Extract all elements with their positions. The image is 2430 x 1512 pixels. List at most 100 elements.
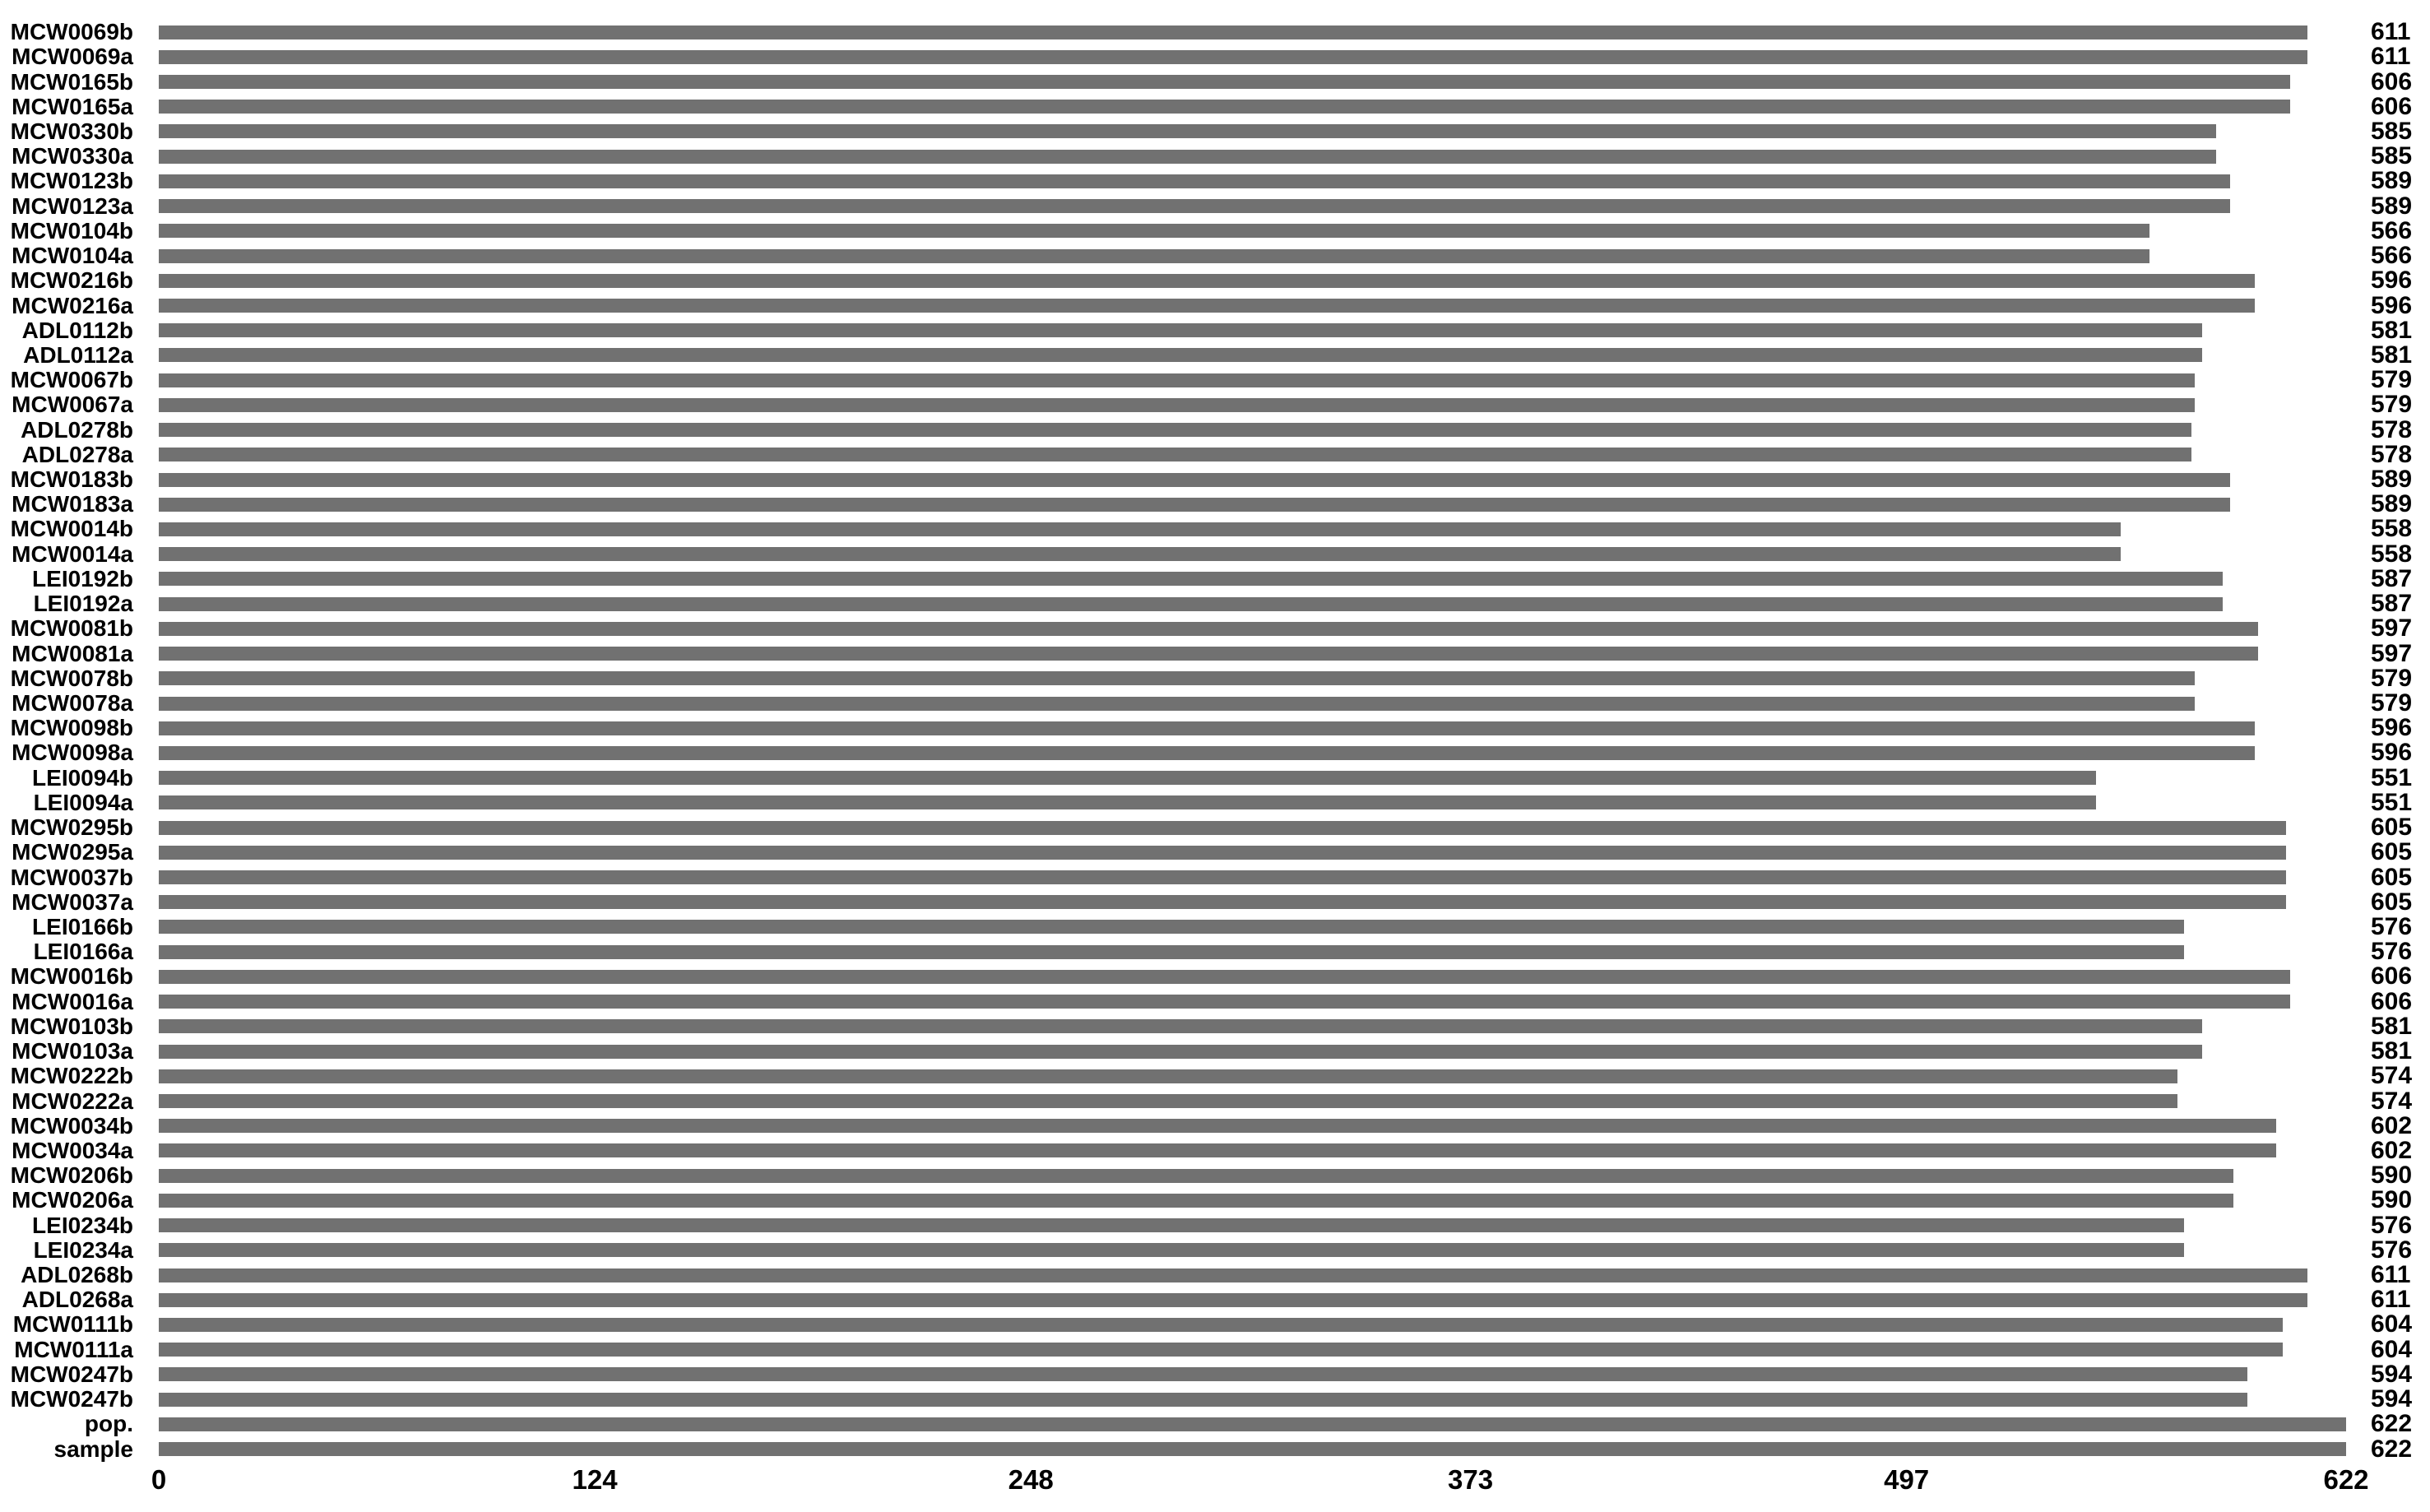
bar-track [159,1243,2346,1258]
category-label: MCW0103a [12,1038,133,1064]
bar [159,1218,2185,1233]
bar [159,199,2230,214]
chart-row: MCW0016b 606 [0,964,2430,989]
value-label: 578 [2371,440,2413,468]
category-label: MCW0037a [12,888,133,915]
chart-row: ADL0268b 611 [0,1263,2430,1287]
category-label: MCW0067b [10,367,133,393]
chart-row: MCW0069a 611 [0,44,2430,69]
bar [159,1417,2346,1431]
category-label: MCW0104b [10,217,133,243]
bar-track [159,995,2346,1009]
bar-track [159,1392,2346,1407]
category-label: pop. [84,1411,133,1437]
chart-row: MCW0222b 574 [0,1064,2430,1088]
value-label: 576 [2371,912,2413,940]
value-label: 579 [2371,391,2413,419]
value-label: 596 [2371,291,2413,319]
chart-row: MCW0111b 604 [0,1312,2430,1337]
bar-track [159,920,2346,935]
value-label: 602 [2371,1136,2413,1164]
bar [159,1044,2202,1059]
bar [159,745,2255,760]
bar-track [159,174,2346,188]
value-label: 579 [2371,366,2413,394]
chart-row: MCW0216b 596 [0,268,2430,293]
bar-track [159,75,2346,90]
chart-row: MCW0183b 589 [0,467,2430,492]
bar [159,1168,2234,1183]
category-label: MCW0222a [12,1088,133,1114]
chart-row: MCW0111a 604 [0,1336,2430,1362]
category-label: ADL0278b [21,416,133,443]
bar [159,1367,2248,1382]
value-label: 604 [2371,1310,2413,1338]
bar-track [159,1343,2346,1357]
value-label: 611 [2371,18,2411,46]
category-label: MCW0037b [10,864,133,890]
bar-track [159,199,2346,214]
bar-track [159,397,2346,412]
chart-row: MCW0067a 579 [0,392,2430,417]
bar [159,397,2196,412]
category-label: MCW0216b [10,267,133,294]
bar-track [159,1119,2346,1134]
bar-track [159,124,2346,139]
bar [159,25,2307,39]
bar-track [159,870,2346,885]
chart-row: MCW0165a 606 [0,92,2430,120]
category-label: MCW0069a [12,44,133,70]
value-label: 605 [2371,863,2413,891]
value-label: 566 [2371,216,2413,244]
value-label: 581 [2371,316,2413,344]
bar-track [159,448,2346,462]
value-label: 597 [2371,639,2413,667]
category-label: MCW0111a [14,1336,133,1362]
bar [159,299,2255,313]
x-axis-tick-label: 373 [1448,1464,1494,1495]
category-label: MCW0247b [10,1361,133,1387]
value-label: 587 [2371,564,2413,592]
bar [159,596,2224,611]
bar [159,870,2287,885]
bar-track [159,1292,2346,1307]
bar-track [159,1143,2346,1158]
bar-track [159,348,2346,363]
bar [159,547,2122,562]
value-label: 606 [2371,92,2413,120]
bar [159,1119,2276,1134]
bar [159,920,2185,935]
chart-row: MCW0081b 597 [0,616,2430,641]
value-label: 590 [2371,1186,2413,1214]
bar-track [159,273,2346,288]
value-label: 622 [2371,1435,2413,1463]
bar [159,771,2097,786]
chart-row: sample 622 [0,1436,2430,1461]
chart-row: MCW0016a 606 [0,988,2430,1014]
category-label: MCW0081b [10,615,133,642]
bar [159,1317,2284,1332]
chart-row: MCW0034a 602 [0,1136,2430,1164]
category-label: MCW0330b [10,118,133,144]
category-label: MCW0016a [12,988,133,1014]
value-label: 606 [2371,67,2413,95]
chart-row: MCW0165b 606 [0,69,2430,94]
bar [159,1143,2276,1158]
bar [159,472,2230,487]
bar [159,1193,2234,1208]
chart-row: MCW0081a 597 [0,641,2430,666]
bar-track [159,969,2346,984]
bar-track [159,1193,2346,1208]
value-label: 597 [2371,615,2413,642]
value-label: 606 [2371,962,2413,990]
chart-row: MCW0067b 579 [0,368,2430,392]
bar-track [159,1094,2346,1109]
chart-row: MCW0104b 566 [0,216,2430,244]
bar-track [159,745,2346,760]
bar-track [159,944,2346,959]
bar-track [159,497,2346,512]
chart-row: MCW0037a 605 [0,888,2430,915]
chart-row: MCW0103b 581 [0,1013,2430,1039]
category-label: MCW0123a [12,192,133,219]
bar-track [159,1442,2346,1457]
